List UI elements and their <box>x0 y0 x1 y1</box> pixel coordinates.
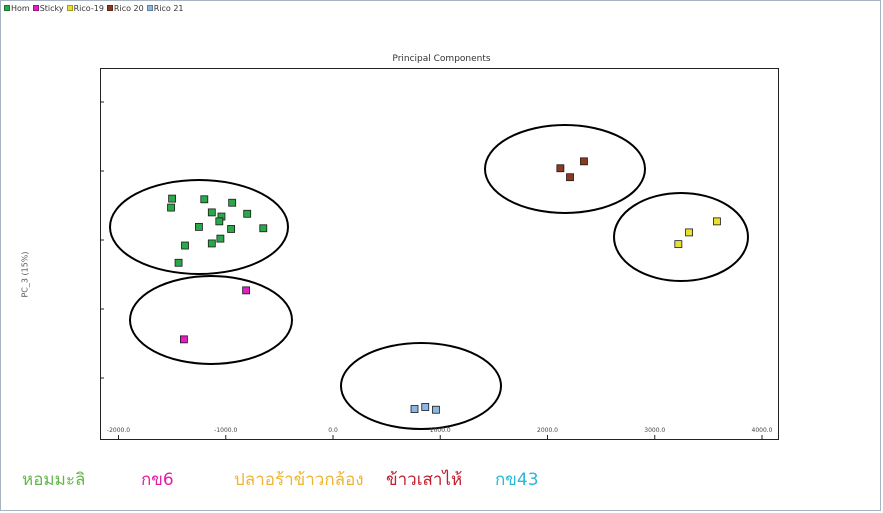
y-axis-label: PC_3 (15%) <box>20 251 30 298</box>
label-hom-mali: หอมมะลิ <box>22 470 86 490</box>
cluster-ellipse-rico19 <box>613 192 749 282</box>
point-hom[interactable] <box>207 239 216 248</box>
point-sticky[interactable] <box>180 335 188 344</box>
legend-label-rico19: Rico-19 <box>73 3 104 13</box>
point-rico21[interactable] <box>432 405 440 414</box>
point-sticky[interactable] <box>242 286 251 295</box>
point-hom[interactable] <box>228 198 237 207</box>
cluster-ellipse-hom <box>109 179 289 275</box>
chart-title: Principal Components <box>392 54 491 64</box>
point-hom[interactable] <box>207 208 216 217</box>
point-hom[interactable] <box>181 241 189 250</box>
x-tick-label: 2000.0 <box>537 427 558 434</box>
cluster-ellipses <box>109 124 749 430</box>
swatch-sticky <box>32 5 39 11</box>
legend-label-hom: Hom <box>11 3 30 13</box>
point-rico19[interactable] <box>685 228 693 237</box>
x-ticks: -2000.0 -1000.0 0.0 1000.0 2000.0 3000.0 4000.… <box>107 427 773 439</box>
point-hom[interactable] <box>200 195 209 204</box>
point-rico21[interactable] <box>410 405 419 413</box>
label-sao-hai-rice: ข้าวเสาไห้ <box>386 470 463 490</box>
x-tick-label: 1000.0 <box>430 427 451 434</box>
legend-label-sticky: Sticky <box>39 3 64 13</box>
legend-label-rico21: Rico 21 <box>153 3 184 13</box>
cluster-ellipse-rico21 <box>340 342 502 430</box>
point-hom[interactable] <box>216 234 225 243</box>
label-pla-ra-brown-rice: ปลาอร้าข้าวกล้อง <box>234 470 364 490</box>
point-hom[interactable] <box>243 209 252 218</box>
point-hom[interactable] <box>195 222 203 231</box>
label-rd43: กข43 <box>495 470 539 490</box>
point-rico19[interactable] <box>713 217 721 226</box>
legend-item-sticky[interactable]: Sticky <box>32 3 64 13</box>
point-rico21[interactable] <box>421 403 430 411</box>
thai-labels: หอมมะลิ กข6 ปลาอร้าข้าวกล้อง ข้าวเสาไห้ … <box>0 466 883 490</box>
label-rd6: กข6 <box>141 470 174 490</box>
data-points <box>167 157 721 414</box>
cluster-ellipse-rico20 <box>484 124 646 214</box>
legend-item-hom[interactable]: Hom <box>4 4 30 13</box>
swatch-rico19 <box>66 5 73 11</box>
x-tick-label: -2000.0 <box>107 427 130 434</box>
x-tick-label: 0.0 <box>328 427 338 434</box>
point-rico20[interactable] <box>556 164 565 173</box>
plot-border <box>100 68 779 440</box>
legend-item-rico20[interactable]: Rico 20 <box>106 3 144 13</box>
swatch-rico21 <box>146 5 153 11</box>
point-hom[interactable] <box>259 224 268 233</box>
point-rico20[interactable] <box>580 157 588 166</box>
point-hom[interactable] <box>215 217 224 226</box>
cluster-ellipse-sticky <box>129 275 293 365</box>
point-hom[interactable] <box>227 225 236 233</box>
x-tick-label: -1000.0 <box>214 427 237 434</box>
point-rico20[interactable] <box>566 173 574 182</box>
legend: Hom Sticky Rico-19 Rico 20 Rico 21 <box>4 2 184 14</box>
legend-item-rico21[interactable]: Rico 21 <box>146 3 184 13</box>
legend-label-rico20: Rico 20 <box>113 3 144 13</box>
point-hom[interactable] <box>174 258 183 267</box>
x-tick-label: 4000.0 <box>752 427 773 434</box>
point-rico19[interactable] <box>674 240 683 249</box>
x-tick-label: 3000.0 <box>644 427 665 434</box>
point-hom[interactable] <box>168 194 177 203</box>
legend-item-rico19[interactable]: Rico-19 <box>66 3 104 13</box>
swatch-hom <box>4 5 10 11</box>
swatch-rico20 <box>106 5 113 11</box>
point-hom[interactable] <box>167 203 175 212</box>
